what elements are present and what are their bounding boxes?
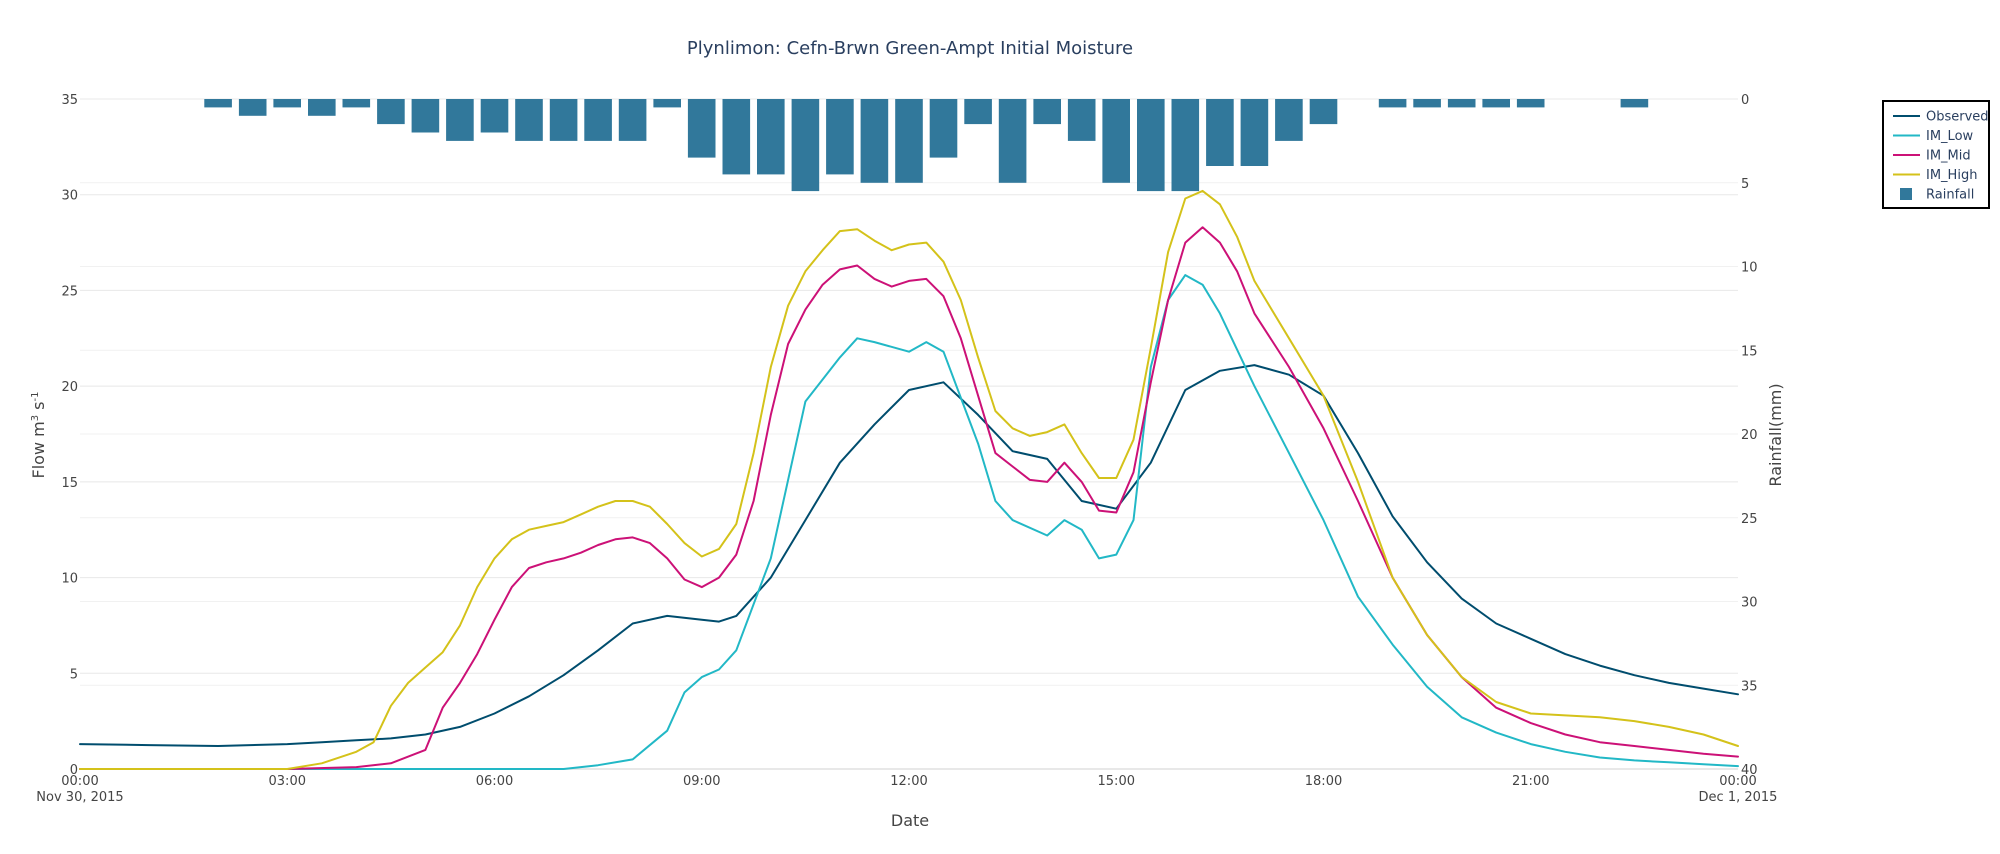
x-tick-label: 00:00 (61, 774, 98, 789)
legend-items[interactable]: Observed IM_Low IM_Mid IM_High Rainfall (1893, 110, 1989, 203)
y-axis-title: Flow m3 s-1 (29, 392, 48, 479)
x-tick-label: 03:00 (269, 774, 306, 789)
y-tick-label: 10 (61, 572, 78, 587)
series-line-im-low[interactable] (79, 274, 1739, 770)
rainfall-bar[interactable] (618, 99, 647, 141)
rainfall-bar[interactable] (964, 99, 992, 125)
rainfall-bar[interactable] (895, 99, 923, 183)
y2-tick-label: 20 (1741, 428, 1758, 443)
y2-tick-label: 30 (1741, 596, 1758, 611)
rainfall-bar[interactable] (238, 99, 267, 116)
x-axis-title: Date (891, 811, 929, 830)
rainfall-bar[interactable] (1033, 99, 1061, 125)
rainfall-bar[interactable] (1206, 99, 1234, 166)
rainfall-bar[interactable] (1447, 99, 1476, 108)
rainfall-bar[interactable] (757, 99, 785, 175)
x-tick-label: 18:00 (1305, 774, 1342, 789)
rainfall-bar[interactable] (722, 99, 751, 175)
y2-tick-label: 0 (1741, 93, 1749, 108)
y2-tick-label: 35 (1741, 679, 1758, 694)
rainfall-bar[interactable] (1309, 99, 1338, 125)
x-tick-label: 06:00 (476, 774, 513, 789)
y2-tick-label: 40 (1741, 763, 1758, 778)
legend-label[interactable]: Observed (1926, 110, 1989, 125)
rainfall-bars[interactable] (204, 99, 1649, 192)
series-line-observed[interactable] (79, 364, 1739, 747)
y-tick-label: 25 (61, 284, 78, 299)
rainfall-bar[interactable] (1102, 99, 1130, 183)
rainfall-bar[interactable] (308, 99, 336, 116)
rainfall-bar[interactable] (1067, 99, 1096, 141)
y-tick-label: 20 (61, 380, 78, 395)
rainfall-bar[interactable] (446, 99, 474, 141)
x-tick-label: 09:00 (683, 774, 720, 789)
rainfall-bar[interactable] (584, 99, 612, 141)
x-tick-label: 12:00 (890, 774, 927, 789)
rainfall-bar[interactable] (273, 99, 301, 108)
series-line-im-high[interactable] (79, 189, 1739, 770)
rainfall-bar[interactable] (1240, 99, 1269, 166)
rainfall-bar[interactable] (1171, 99, 1200, 192)
y2-axis-title: Rainfall(mm) (1766, 383, 1785, 486)
rainfall-bar[interactable] (480, 99, 509, 133)
chart-title: Plynlimon: Cefn-Brwn Green-Ampt Initial … (687, 38, 1133, 59)
legend-label[interactable]: IM_High (1926, 168, 1977, 183)
y2-tick-label: 25 (1741, 512, 1758, 527)
grid (80, 98, 1738, 770)
rainfall-bar[interactable] (1378, 99, 1407, 108)
y-axis-title-sup2: -1 (30, 392, 41, 402)
y2-tick-label: 15 (1741, 344, 1758, 359)
rainfall-bar[interactable] (411, 99, 440, 133)
rainfall-bar[interactable] (1275, 99, 1303, 141)
series-line-im-mid[interactable] (79, 226, 1739, 770)
x-tick-sublabel: Dec 1, 2015 (1699, 790, 1778, 805)
rainfall-bar[interactable] (653, 99, 681, 108)
rainfall-bar[interactable] (791, 99, 820, 192)
x-tick-label: 21:00 (1512, 774, 1549, 789)
rainfall-bar[interactable] (998, 99, 1027, 183)
legend-label[interactable]: IM_Low (1926, 129, 1974, 144)
y-tick-label: 5 (70, 667, 78, 682)
y-axis-title-sup1: 3 (30, 415, 41, 421)
legend-label[interactable]: Rainfall (1926, 188, 1974, 203)
y2-tick-label: 10 (1741, 261, 1758, 276)
rainfall-bar[interactable] (204, 99, 232, 108)
x-tick-label: 15:00 (1098, 774, 1135, 789)
rainfall-bar[interactable] (515, 99, 543, 141)
y-tick-label: 30 (61, 189, 78, 204)
rainfall-bar[interactable] (377, 99, 405, 125)
y2-tick-label: 5 (1741, 177, 1749, 192)
rainfall-bar[interactable] (1137, 99, 1165, 192)
rainfall-bar[interactable] (1413, 99, 1441, 108)
rainfall-bar[interactable] (1482, 99, 1510, 108)
y-axis-title-mid: s (29, 401, 48, 414)
y2-axis: 0 5 10 15 20 25 30 35 40 (1741, 93, 1758, 778)
rainfall-bar[interactable] (549, 99, 578, 141)
rainfall-bar[interactable] (342, 99, 371, 108)
flow-lines[interactable] (79, 189, 1739, 770)
rainfall-bar[interactable] (826, 99, 854, 175)
y-tick-label: 0 (70, 763, 78, 778)
legend-swatch-bar (1900, 188, 1912, 200)
rainfall-bar[interactable] (1516, 99, 1545, 108)
x-tick-label: 00:00 (1719, 774, 1756, 789)
rainfall-bar[interactable] (1620, 99, 1649, 108)
y-tick-label: 35 (61, 93, 78, 108)
legend-label[interactable]: IM_Mid (1926, 149, 1971, 164)
y-axis: 0 5 10 15 20 25 30 35 (61, 93, 78, 778)
rainfall-bar[interactable] (929, 99, 958, 158)
y-axis-title-main: Flow m (29, 421, 48, 478)
x-tick-sublabel: Nov 30, 2015 (36, 790, 123, 805)
rainfall-bar[interactable] (860, 99, 889, 183)
y-tick-label: 15 (61, 476, 78, 491)
rainfall-bar[interactable] (687, 99, 716, 158)
legend[interactable]: Observed IM_Low IM_Mid IM_High Rainfall (1882, 100, 1990, 209)
